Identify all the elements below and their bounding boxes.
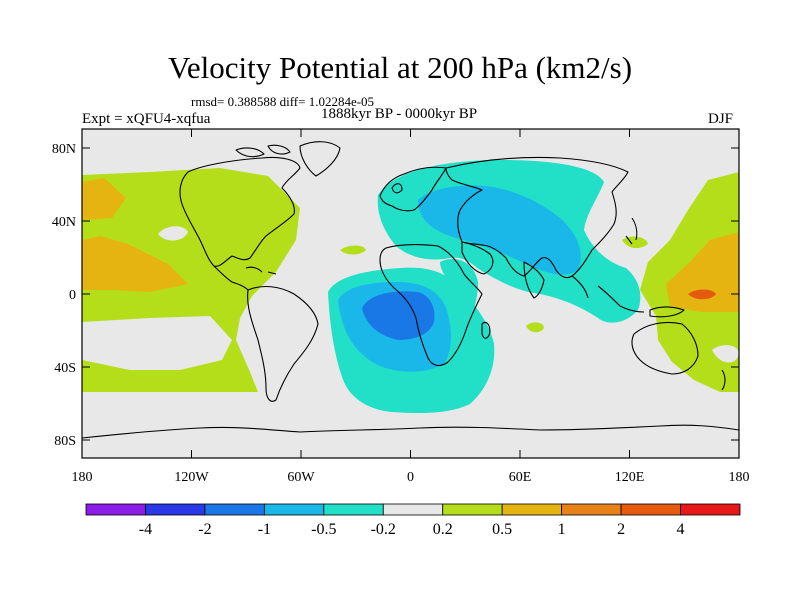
coast-caribbean (245, 266, 277, 275)
lat-label: 0 (69, 288, 76, 303)
coast-arabia (461, 241, 494, 275)
colorbar-label: -0.5 (311, 521, 336, 538)
colorbar-swatch (442, 503, 503, 516)
neutral-region-south-pacific (82, 316, 232, 370)
coast-antarctica (82, 424, 739, 439)
coast-south-america (247, 285, 319, 402)
colorbar-label: -1 (258, 521, 271, 538)
rmsd-diff-stats: rmsd= 0.388588 diff= 1.02284e-05 (191, 94, 375, 109)
coast-india (523, 261, 545, 299)
lat-label: 40N (52, 215, 76, 230)
colorbar-swatch (204, 503, 265, 516)
colorbar-swatch (145, 503, 206, 516)
colorbar-label: -2 (198, 521, 211, 538)
experiment-label: Expt = xQFU4-xqfua (82, 111, 211, 127)
contour-field (82, 129, 739, 458)
positive-maximum-east (688, 289, 716, 300)
colorbar-swatch (323, 503, 384, 516)
latitude-axis: 80N 40N 0 40S 80S (52, 142, 739, 449)
lon-label: 180 (729, 470, 750, 485)
negative-region-eurasia-core (418, 185, 581, 275)
colorbar-label: 0.2 (433, 521, 453, 538)
positive-region-north-pacific (82, 178, 126, 220)
colorbar (85, 503, 741, 516)
lon-label: 120W (174, 470, 209, 485)
season-label: DJF (708, 111, 734, 127)
coast-asia (445, 156, 629, 279)
neutral-hole-east (712, 345, 739, 363)
longitude-axis: 180 120W 60W 0 60E 120E 180 (72, 129, 750, 485)
map-title: Velocity Potential at 200 hPa (km2/s) (167, 50, 633, 85)
lat-label: 40S (54, 361, 76, 376)
lat-label: 80N (52, 142, 76, 157)
coast-greenland (299, 141, 341, 177)
coast-arctic-islands (235, 144, 291, 158)
coast-british-isles (391, 183, 403, 194)
colorbar-swatch (501, 503, 563, 516)
negative-minimum-south-atlantic (362, 291, 435, 340)
colorbar-swatch (680, 503, 741, 516)
coast-new-guinea (649, 306, 685, 318)
colorbar-label: 0.5 (492, 521, 512, 538)
coast-japan (625, 217, 638, 245)
coast-north-america (179, 156, 301, 267)
lon-label: 0 (407, 470, 414, 485)
neutral-hole-north-pacific (158, 226, 188, 241)
lon-label: 180 (72, 470, 93, 485)
colorbar-label: 4 (677, 521, 685, 538)
lon-label: 60E (509, 470, 532, 485)
lon-label: 60W (287, 470, 315, 485)
colorbar-swatch (620, 503, 681, 516)
lat-label: 80S (54, 434, 76, 449)
colorbar-swatch (382, 503, 444, 516)
coast-europe (379, 166, 447, 212)
coast-madagascar (481, 321, 491, 339)
coast-new-zealand (721, 369, 726, 391)
colorbar-label: -0.2 (371, 521, 396, 538)
colorbar-label: 2 (617, 521, 625, 538)
lon-label: 120E (615, 470, 645, 485)
coast-africa (379, 244, 483, 367)
positive-region-west-core (82, 236, 188, 292)
colorbar-swatch (561, 503, 622, 516)
colorbar-label: -4 (139, 521, 152, 538)
period-label: 1888kyr BP - 0000kyr BP (321, 106, 478, 122)
positive-region-east-core (666, 232, 739, 312)
colorbar-swatch (85, 503, 146, 516)
colorbar-label: 1 (558, 521, 566, 538)
positive-patch-indian-ocean (526, 322, 544, 333)
colorbar-swatch (263, 503, 325, 516)
coast-central-america (213, 265, 249, 291)
coast-southeast-asia (571, 275, 645, 313)
colorbar-labels: -4 -2 -1 -0.5 -0.2 0.2 0.5 1 2 4 (139, 521, 685, 538)
positive-patch-atlantic (340, 245, 366, 255)
coastlines (82, 141, 739, 439)
coast-australia (631, 321, 699, 375)
